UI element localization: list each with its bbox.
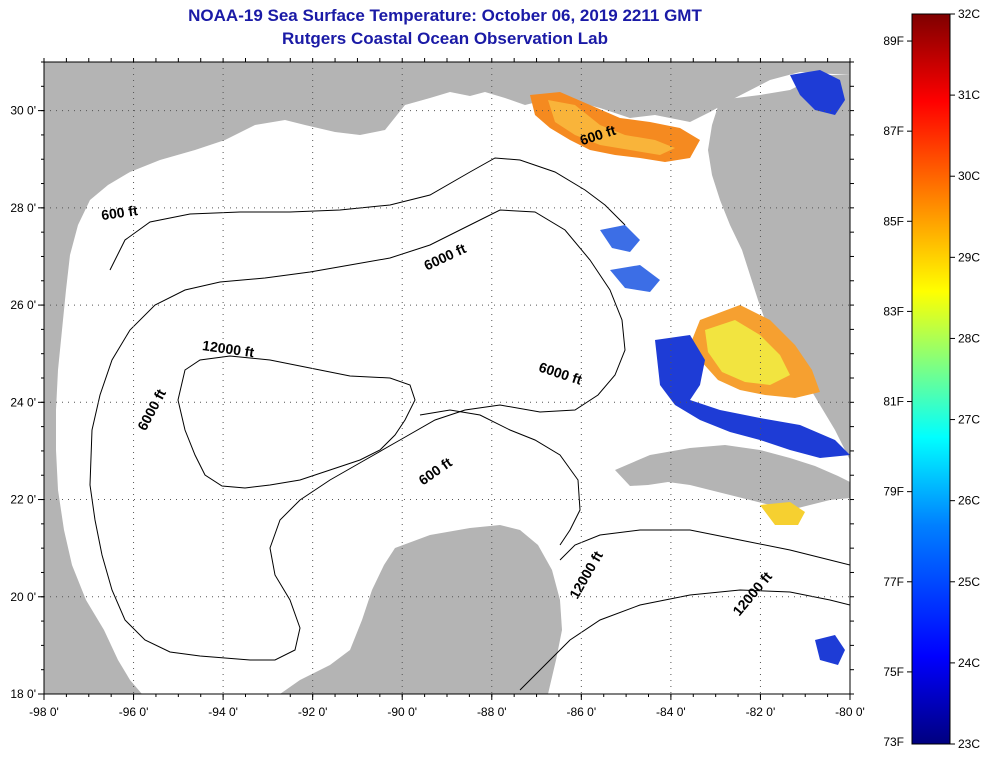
lat-tick-label: 22 0' xyxy=(10,493,36,507)
lon-tick-label: -92 0' xyxy=(298,705,328,719)
colorbar-f-label: 85F xyxy=(883,214,904,228)
colorbar-celsius-labels: 32C 31C 30C 29C 28C 27C 26C 25C 24C 23C xyxy=(950,7,980,751)
colorbar-c-label: 32C xyxy=(958,7,980,21)
colorbar-c-label: 30C xyxy=(958,169,980,183)
lat-tick-label: 20 0' xyxy=(10,590,36,604)
land-cuba xyxy=(615,445,850,510)
graticule xyxy=(44,62,850,694)
colorbar-c-label: 31C xyxy=(958,88,980,102)
contour-12000ft-caribbean xyxy=(559,529,850,566)
contour-label: 12000 ft xyxy=(201,337,255,360)
latitude-labels: 30 0' 28 0' 26 0' 24 0' 22 0' 20 0' 18 0' xyxy=(10,104,36,701)
lon-tick-label: -84 0' xyxy=(656,705,686,719)
lon-tick-label: -96 0' xyxy=(119,705,149,719)
colorbar-c-label: 23C xyxy=(958,737,980,751)
colorbar-gradient xyxy=(911,13,951,745)
colorbar-c-label: 28C xyxy=(958,331,980,345)
map-title: NOAA-19 Sea Surface Temperature: October… xyxy=(188,6,702,25)
contour-12000ft xyxy=(177,355,416,489)
colorbar-f-label: 79F xyxy=(883,485,904,499)
colorbar-f-label: 77F xyxy=(883,575,904,589)
axis-ticks xyxy=(38,58,854,700)
colorbar-f-label: 75F xyxy=(883,665,904,679)
contour-600ft-south xyxy=(419,409,581,546)
lon-tick-label: -82 0' xyxy=(746,705,776,719)
longitude-labels: -98 0' -96 0' -94 0' -92 0' -90 0' -88 0' -86 … xyxy=(29,705,865,719)
bathymetry-contours xyxy=(89,157,850,691)
colorbar-c-label: 29C xyxy=(958,250,980,264)
lat-tick-label: 18 0' xyxy=(10,687,36,701)
lon-tick-label: -88 0' xyxy=(477,705,507,719)
colorbar-c-label: 25C xyxy=(958,575,980,589)
colorbar-f-label: 87F xyxy=(883,124,904,138)
land-us-mexico xyxy=(44,62,850,694)
colorbar-f-label: 73F xyxy=(883,735,904,749)
lon-tick-label: -90 0' xyxy=(387,705,417,719)
map-subtitle: Rutgers Coastal Ocean Observation Lab xyxy=(282,29,608,48)
temperature-colorbar: 32C 31C 30C 29C 28C 27C 26C 25C 24C 23C 89F 87F 85F… xyxy=(883,7,980,751)
sst-overlay xyxy=(530,70,850,665)
colorbar-c-label: 24C xyxy=(958,656,980,670)
colorbar-c-label: 27C xyxy=(958,413,980,427)
land-florida xyxy=(708,75,850,460)
lat-tick-label: 24 0' xyxy=(10,395,36,409)
lon-tick-label: -98 0' xyxy=(29,705,59,719)
lat-tick-label: 26 0' xyxy=(10,298,36,312)
contour-6000ft xyxy=(89,209,626,661)
colorbar-c-label: 26C xyxy=(958,494,980,508)
land-yucatan xyxy=(280,525,562,694)
lon-tick-label: -86 0' xyxy=(567,705,597,719)
contour-label: 600 ft xyxy=(100,202,139,223)
lon-tick-label: -80 0' xyxy=(835,705,865,719)
contour-12000ft-caribbean-south xyxy=(519,589,850,691)
colorbar-f-label: 81F xyxy=(883,395,904,409)
contour-600ft-north xyxy=(109,157,626,271)
lon-tick-label: -94 0' xyxy=(208,705,238,719)
colorbar-fahrenheit-labels: 89F 87F 85F 83F 81F 79F 77F 75F 73F xyxy=(883,34,912,749)
lat-tick-label: 28 0' xyxy=(10,201,36,215)
colorbar-f-label: 89F xyxy=(883,34,904,48)
colorbar-f-label: 83F xyxy=(883,304,904,318)
lat-tick-label: 30 0' xyxy=(10,104,36,118)
